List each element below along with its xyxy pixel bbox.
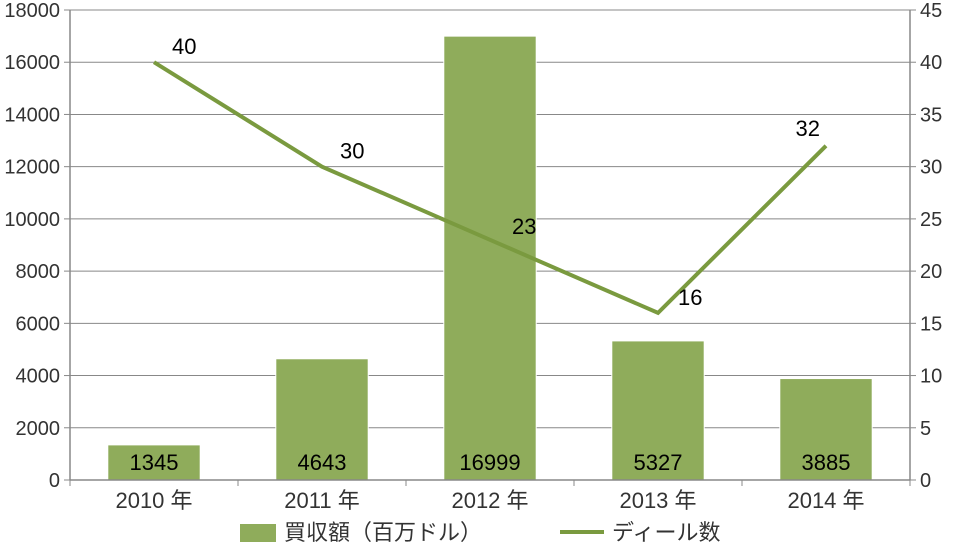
y-left-label: 16000	[4, 52, 60, 74]
legend-line-label: ディール数	[612, 520, 720, 545]
bar-value-label: 5327	[634, 450, 683, 475]
y-left-label: 14000	[4, 104, 60, 126]
y-left-label: 18000	[4, 0, 60, 22]
y-left-label: 2000	[16, 418, 61, 440]
y-right-label: 35	[920, 104, 942, 126]
x-category-label: 2012 年	[451, 488, 528, 513]
y-left-label: 10000	[4, 209, 60, 231]
legend-bar-label: 買収額（百万ドル）	[284, 520, 482, 545]
line-value-label: 40	[172, 34, 196, 59]
y-right-label: 0	[920, 470, 931, 492]
chart-svg: 0 2000 4000 6000 8000 10000 12000 14000 16000 180…	[0, 0, 960, 558]
y-left-label: 12000	[4, 157, 60, 179]
chart-container: 0 2000 4000 6000 8000 10000 12000 14000 16000 180…	[0, 0, 960, 558]
y-right-label: 45	[920, 0, 942, 22]
x-category-label: 2010 年	[115, 488, 192, 513]
y-right-label: 25	[920, 209, 942, 231]
y-right-label: 5	[920, 418, 931, 440]
y-right-label: 15	[920, 313, 942, 335]
y-left-label: 4000	[16, 366, 61, 388]
y-left-label: 8000	[16, 261, 61, 283]
bar-value-label: 4643	[298, 450, 347, 475]
bar-value-label: 3885	[802, 450, 851, 475]
y-right-label: 20	[920, 261, 942, 283]
bar-value-label: 16999	[459, 450, 520, 475]
line-value-label: 23	[512, 214, 536, 239]
y-right-label: 10	[920, 366, 942, 388]
legend-bar-swatch	[240, 524, 276, 542]
y-right-label: 30	[920, 157, 942, 179]
y-right-label: 40	[920, 52, 942, 74]
bar	[444, 36, 536, 480]
bar-value-label: 1345	[130, 450, 179, 475]
line-value-label: 30	[340, 139, 364, 164]
x-category-label: 2014 年	[787, 488, 864, 513]
legend: 買収額（百万ドル） ディール数	[240, 520, 720, 545]
y-left-label: 6000	[16, 313, 61, 335]
line-value-label: 32	[796, 116, 820, 141]
line-value-label: 16	[678, 285, 702, 310]
y-left-label: 0	[49, 470, 60, 492]
x-category-label: 2011 年	[284, 488, 359, 513]
x-category-label: 2013 年	[619, 488, 696, 513]
